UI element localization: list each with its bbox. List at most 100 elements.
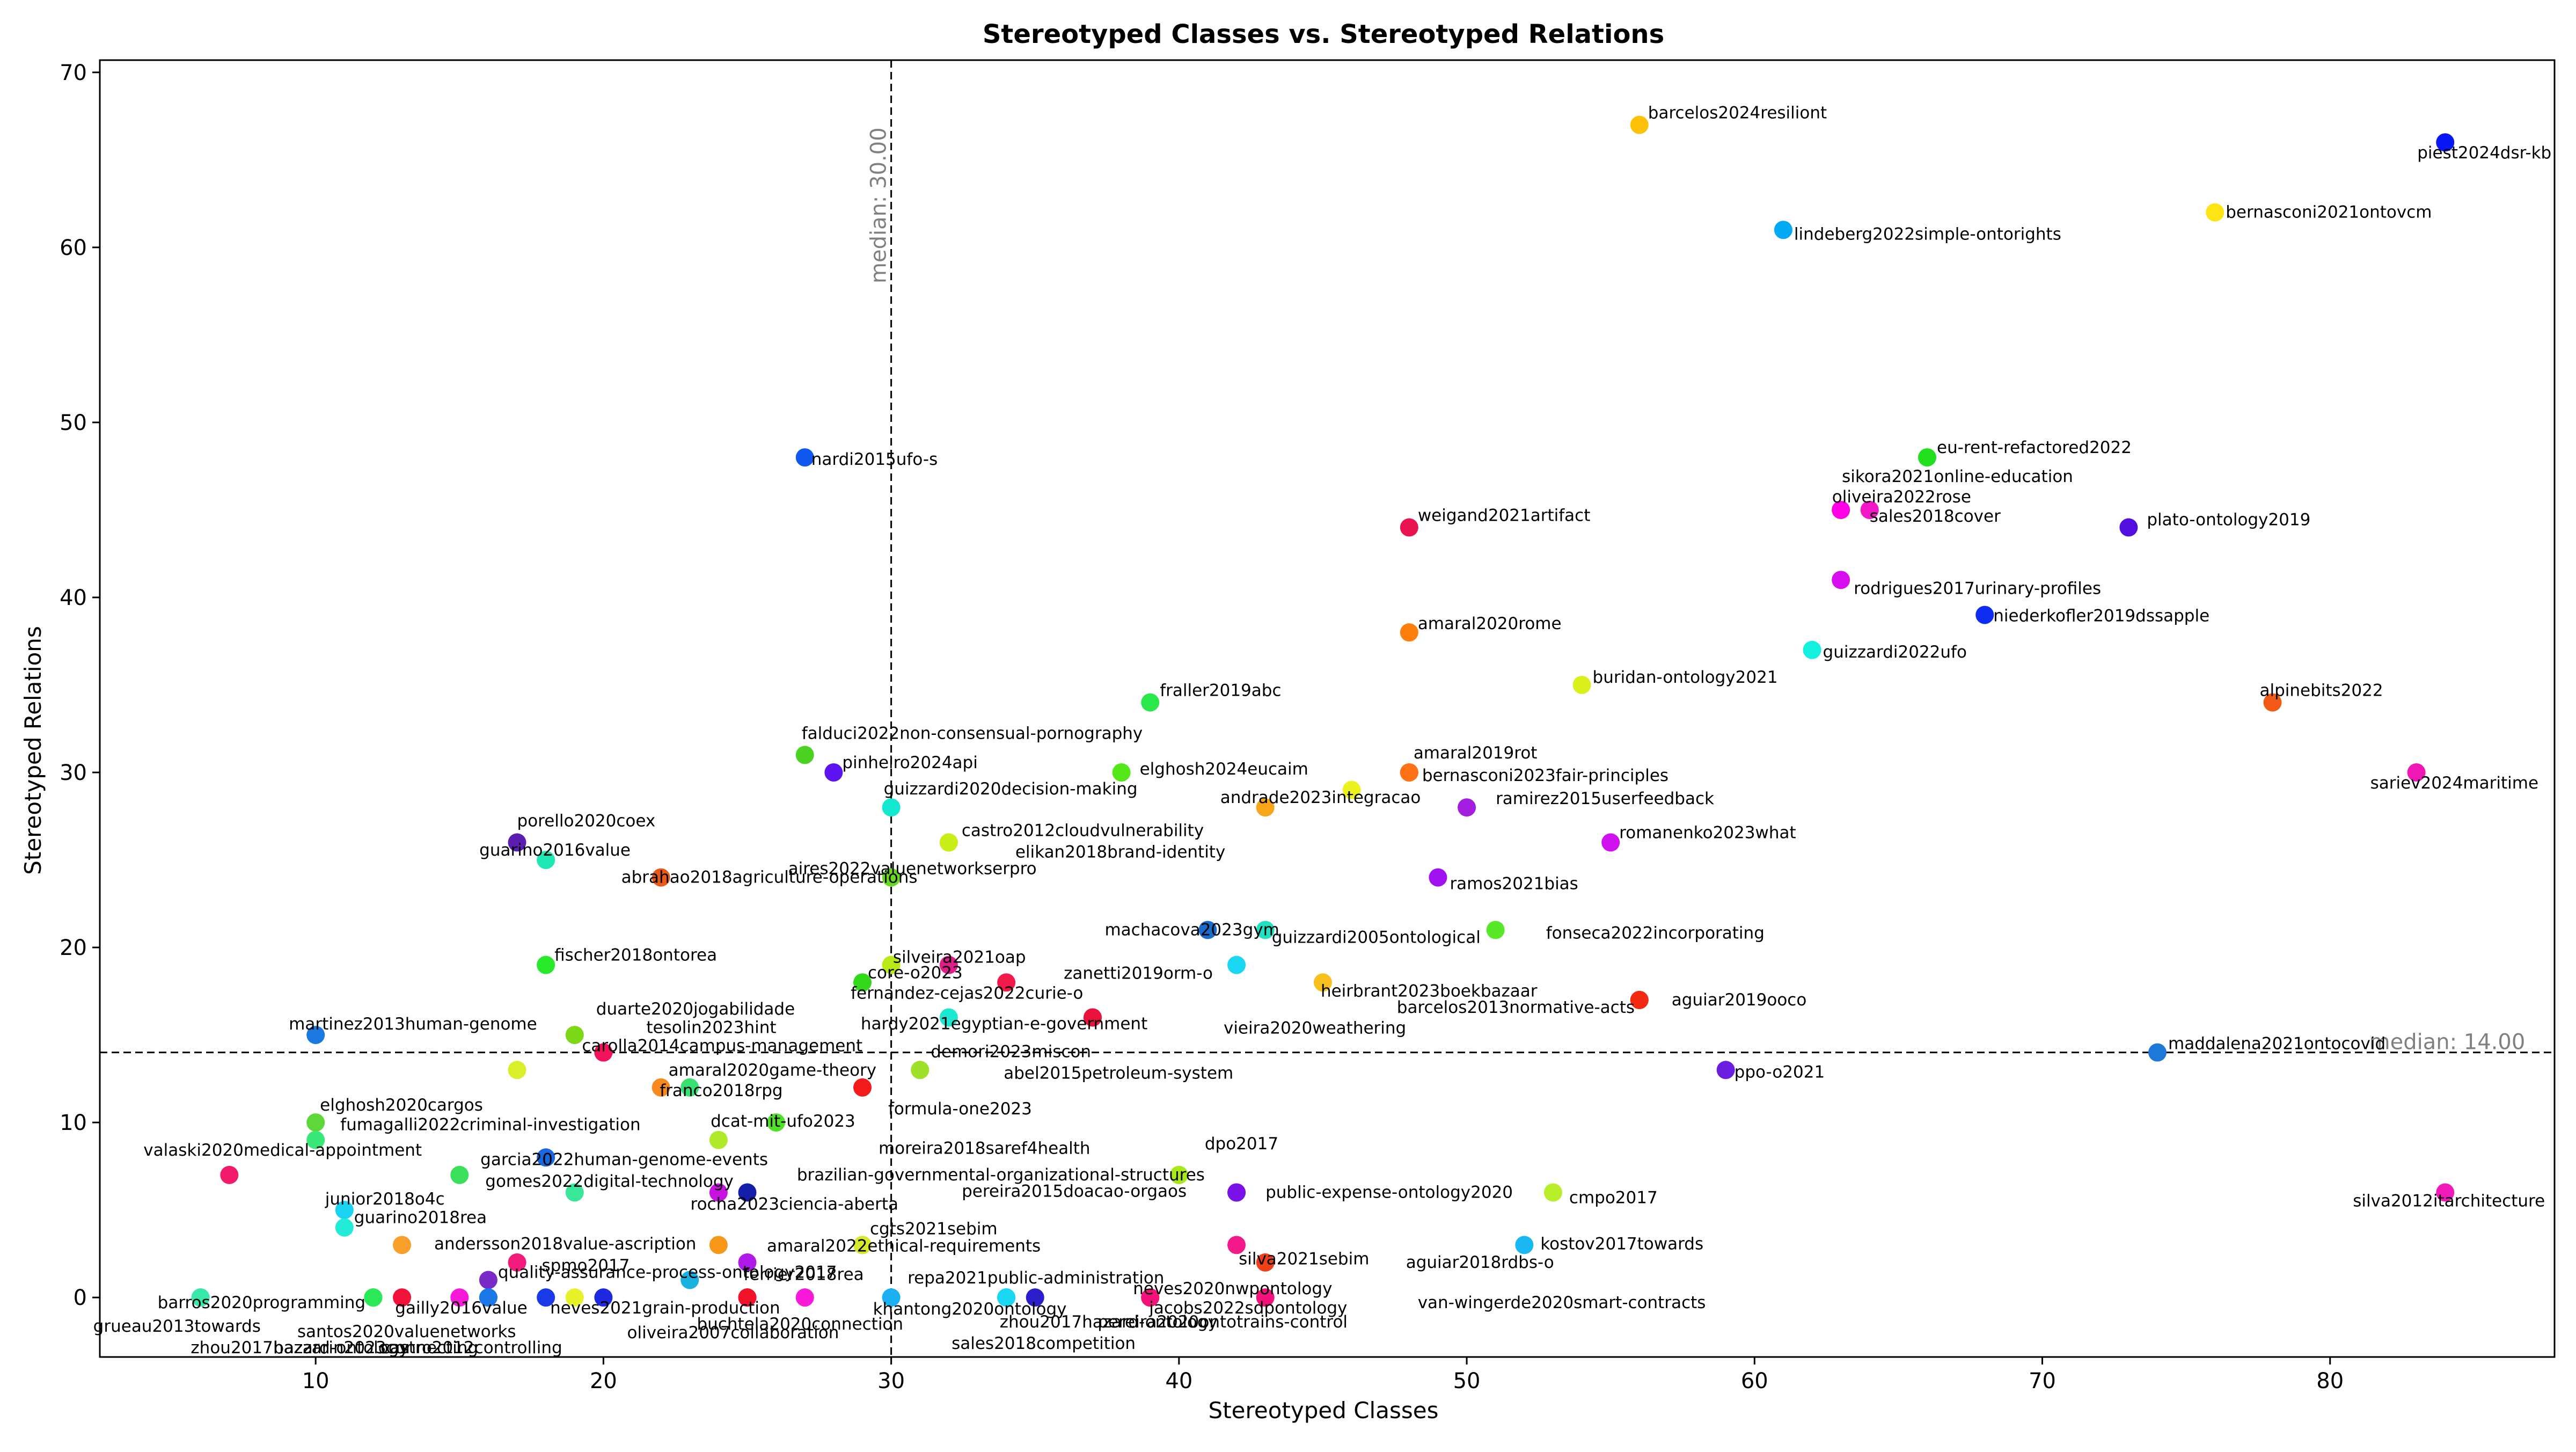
point-label: tesolin2023hint bbox=[646, 1018, 776, 1038]
point-label: ramos2021bias bbox=[1450, 874, 1578, 894]
point-label: zhou2017hazard-ontology bbox=[1000, 1312, 1218, 1332]
point-label: neves2021grain-production bbox=[550, 1298, 780, 1318]
point-label: demori2023miscon bbox=[931, 1042, 1091, 1061]
data-point bbox=[738, 1288, 757, 1307]
data-point bbox=[1198, 921, 1217, 939]
data-point bbox=[2148, 1043, 2167, 1062]
point-label: cgts2021sebim bbox=[870, 1219, 998, 1238]
point-label: santos2020valuenetworks bbox=[297, 1322, 516, 1341]
point-label: dpo2017 bbox=[1205, 1134, 1278, 1154]
y-tick-label: 40 bbox=[60, 586, 87, 610]
point-label: sales2018cover bbox=[1870, 507, 2001, 526]
point-label: romanenko2023what bbox=[1619, 823, 1796, 842]
data-point bbox=[1141, 1288, 1160, 1307]
data-point bbox=[652, 1078, 670, 1097]
point-label: abel2015petroleum-system bbox=[1004, 1063, 1233, 1083]
point-label: elghosh2024eucaim bbox=[1140, 760, 1308, 779]
data-point bbox=[1400, 623, 1418, 642]
data-point bbox=[1141, 693, 1160, 712]
point-label: piest2024dsr-kb bbox=[2417, 143, 2551, 163]
data-point bbox=[335, 1201, 354, 1220]
x-axis-label: Stereotyped Classes bbox=[1209, 1397, 1439, 1424]
data-point bbox=[882, 955, 901, 974]
data-point bbox=[565, 1183, 584, 1202]
point-label: bazzarin2023connecting bbox=[273, 1338, 478, 1358]
data-point bbox=[1458, 798, 1476, 817]
point-label: porello2020coex bbox=[517, 811, 656, 830]
point-label: ramirez2015userfeedback bbox=[1496, 789, 1714, 808]
point-label: fonseca2022incorporating bbox=[1546, 923, 1765, 943]
data-point bbox=[537, 1148, 555, 1167]
x-tick-label: 40 bbox=[1165, 1369, 1192, 1393]
data-point bbox=[450, 1165, 469, 1184]
point-label: oliveira2007collaboration bbox=[627, 1323, 839, 1342]
data-point bbox=[508, 833, 526, 852]
point-label: rocha2023ciencia-aberta bbox=[691, 1195, 898, 1214]
data-point bbox=[2436, 1183, 2455, 1202]
y-tick-label: 60 bbox=[60, 236, 87, 260]
data-point bbox=[565, 1026, 584, 1045]
data-point bbox=[1832, 500, 1850, 519]
data-point bbox=[1227, 1236, 1246, 1254]
data-point bbox=[1429, 868, 1447, 887]
point-label: core-o2023 bbox=[868, 963, 963, 982]
point-label: fischer2018ontorea bbox=[554, 946, 717, 965]
point-label: ppo-o2021 bbox=[1735, 1062, 1825, 1082]
data-point bbox=[882, 1288, 901, 1307]
point-label: barros2020programming bbox=[158, 1293, 365, 1312]
data-point bbox=[795, 448, 814, 467]
point-label: fumagalli2022criminal-investigation bbox=[340, 1115, 640, 1135]
data-point bbox=[220, 1165, 239, 1184]
point-label: elikan2018brand-identity bbox=[1015, 842, 1225, 862]
point-label: spmo2017 bbox=[542, 1256, 630, 1275]
data-point bbox=[2119, 518, 2138, 537]
data-point bbox=[1256, 798, 1275, 817]
data-point bbox=[1860, 500, 1879, 519]
point-label: repa2021public-administration bbox=[908, 1268, 1164, 1288]
point-label: nardi2015ufo-s bbox=[811, 450, 938, 469]
data-point bbox=[1342, 780, 1361, 799]
data-point bbox=[1026, 1288, 1044, 1307]
point-label: dcat-mit-ufo2023 bbox=[711, 1112, 855, 1131]
point-label: sikora2021online-education bbox=[1842, 467, 2073, 486]
point-label: kostov2017towards bbox=[1540, 1234, 1703, 1253]
data-point bbox=[882, 798, 901, 817]
data-point bbox=[537, 851, 555, 870]
y-tick-label: 0 bbox=[74, 1286, 87, 1310]
point-label: cmpo2017 bbox=[1569, 1188, 1658, 1208]
data-point bbox=[1400, 763, 1418, 782]
point-label: public-expense-ontology2020 bbox=[1265, 1183, 1513, 1202]
point-label: franco2018rpg bbox=[660, 1081, 782, 1100]
point-label: silva2021sebim bbox=[1239, 1249, 1369, 1268]
data-point bbox=[594, 1288, 613, 1307]
point-label: amaral2020rome bbox=[1418, 614, 1562, 633]
data-point bbox=[2407, 763, 2426, 782]
data-point bbox=[680, 1078, 699, 1097]
data-point bbox=[1515, 1236, 1534, 1254]
point-label: bernasconi2023fair-principles bbox=[1422, 766, 1668, 785]
data-point bbox=[1572, 675, 1591, 694]
point-label: barcelos2024resiliont bbox=[1648, 104, 1827, 123]
data-point bbox=[1601, 833, 1620, 852]
data-point bbox=[565, 1288, 584, 1307]
point-label: pinheiro2024api bbox=[842, 753, 977, 772]
x-tick-label: 30 bbox=[877, 1369, 905, 1393]
point-label: bernasconi2021ontovcm bbox=[2226, 203, 2432, 222]
data-point bbox=[709, 1183, 728, 1202]
y-tick-label: 10 bbox=[60, 1111, 87, 1135]
data-point bbox=[1313, 973, 1332, 992]
y-tick-label: 30 bbox=[60, 761, 87, 785]
x-tick-label: 10 bbox=[302, 1369, 330, 1393]
data-point bbox=[709, 1236, 728, 1254]
point-label: sariev2024maritime bbox=[2370, 774, 2538, 793]
point-label: gomes2022digital-technology bbox=[485, 1172, 734, 1191]
data-point bbox=[939, 955, 958, 974]
data-point bbox=[738, 1183, 757, 1202]
data-point bbox=[191, 1288, 210, 1307]
data-point bbox=[306, 1130, 325, 1149]
point-label: guizzardi2022ufo bbox=[1823, 643, 1967, 662]
point-label: sales2018competition bbox=[952, 1334, 1136, 1353]
point-label: zhou2017hazard-ontology bbox=[191, 1338, 408, 1358]
point-label: lindeberg2022simple-ontorights bbox=[1794, 224, 2061, 244]
point-label: ferrier2018rea bbox=[743, 1265, 863, 1285]
